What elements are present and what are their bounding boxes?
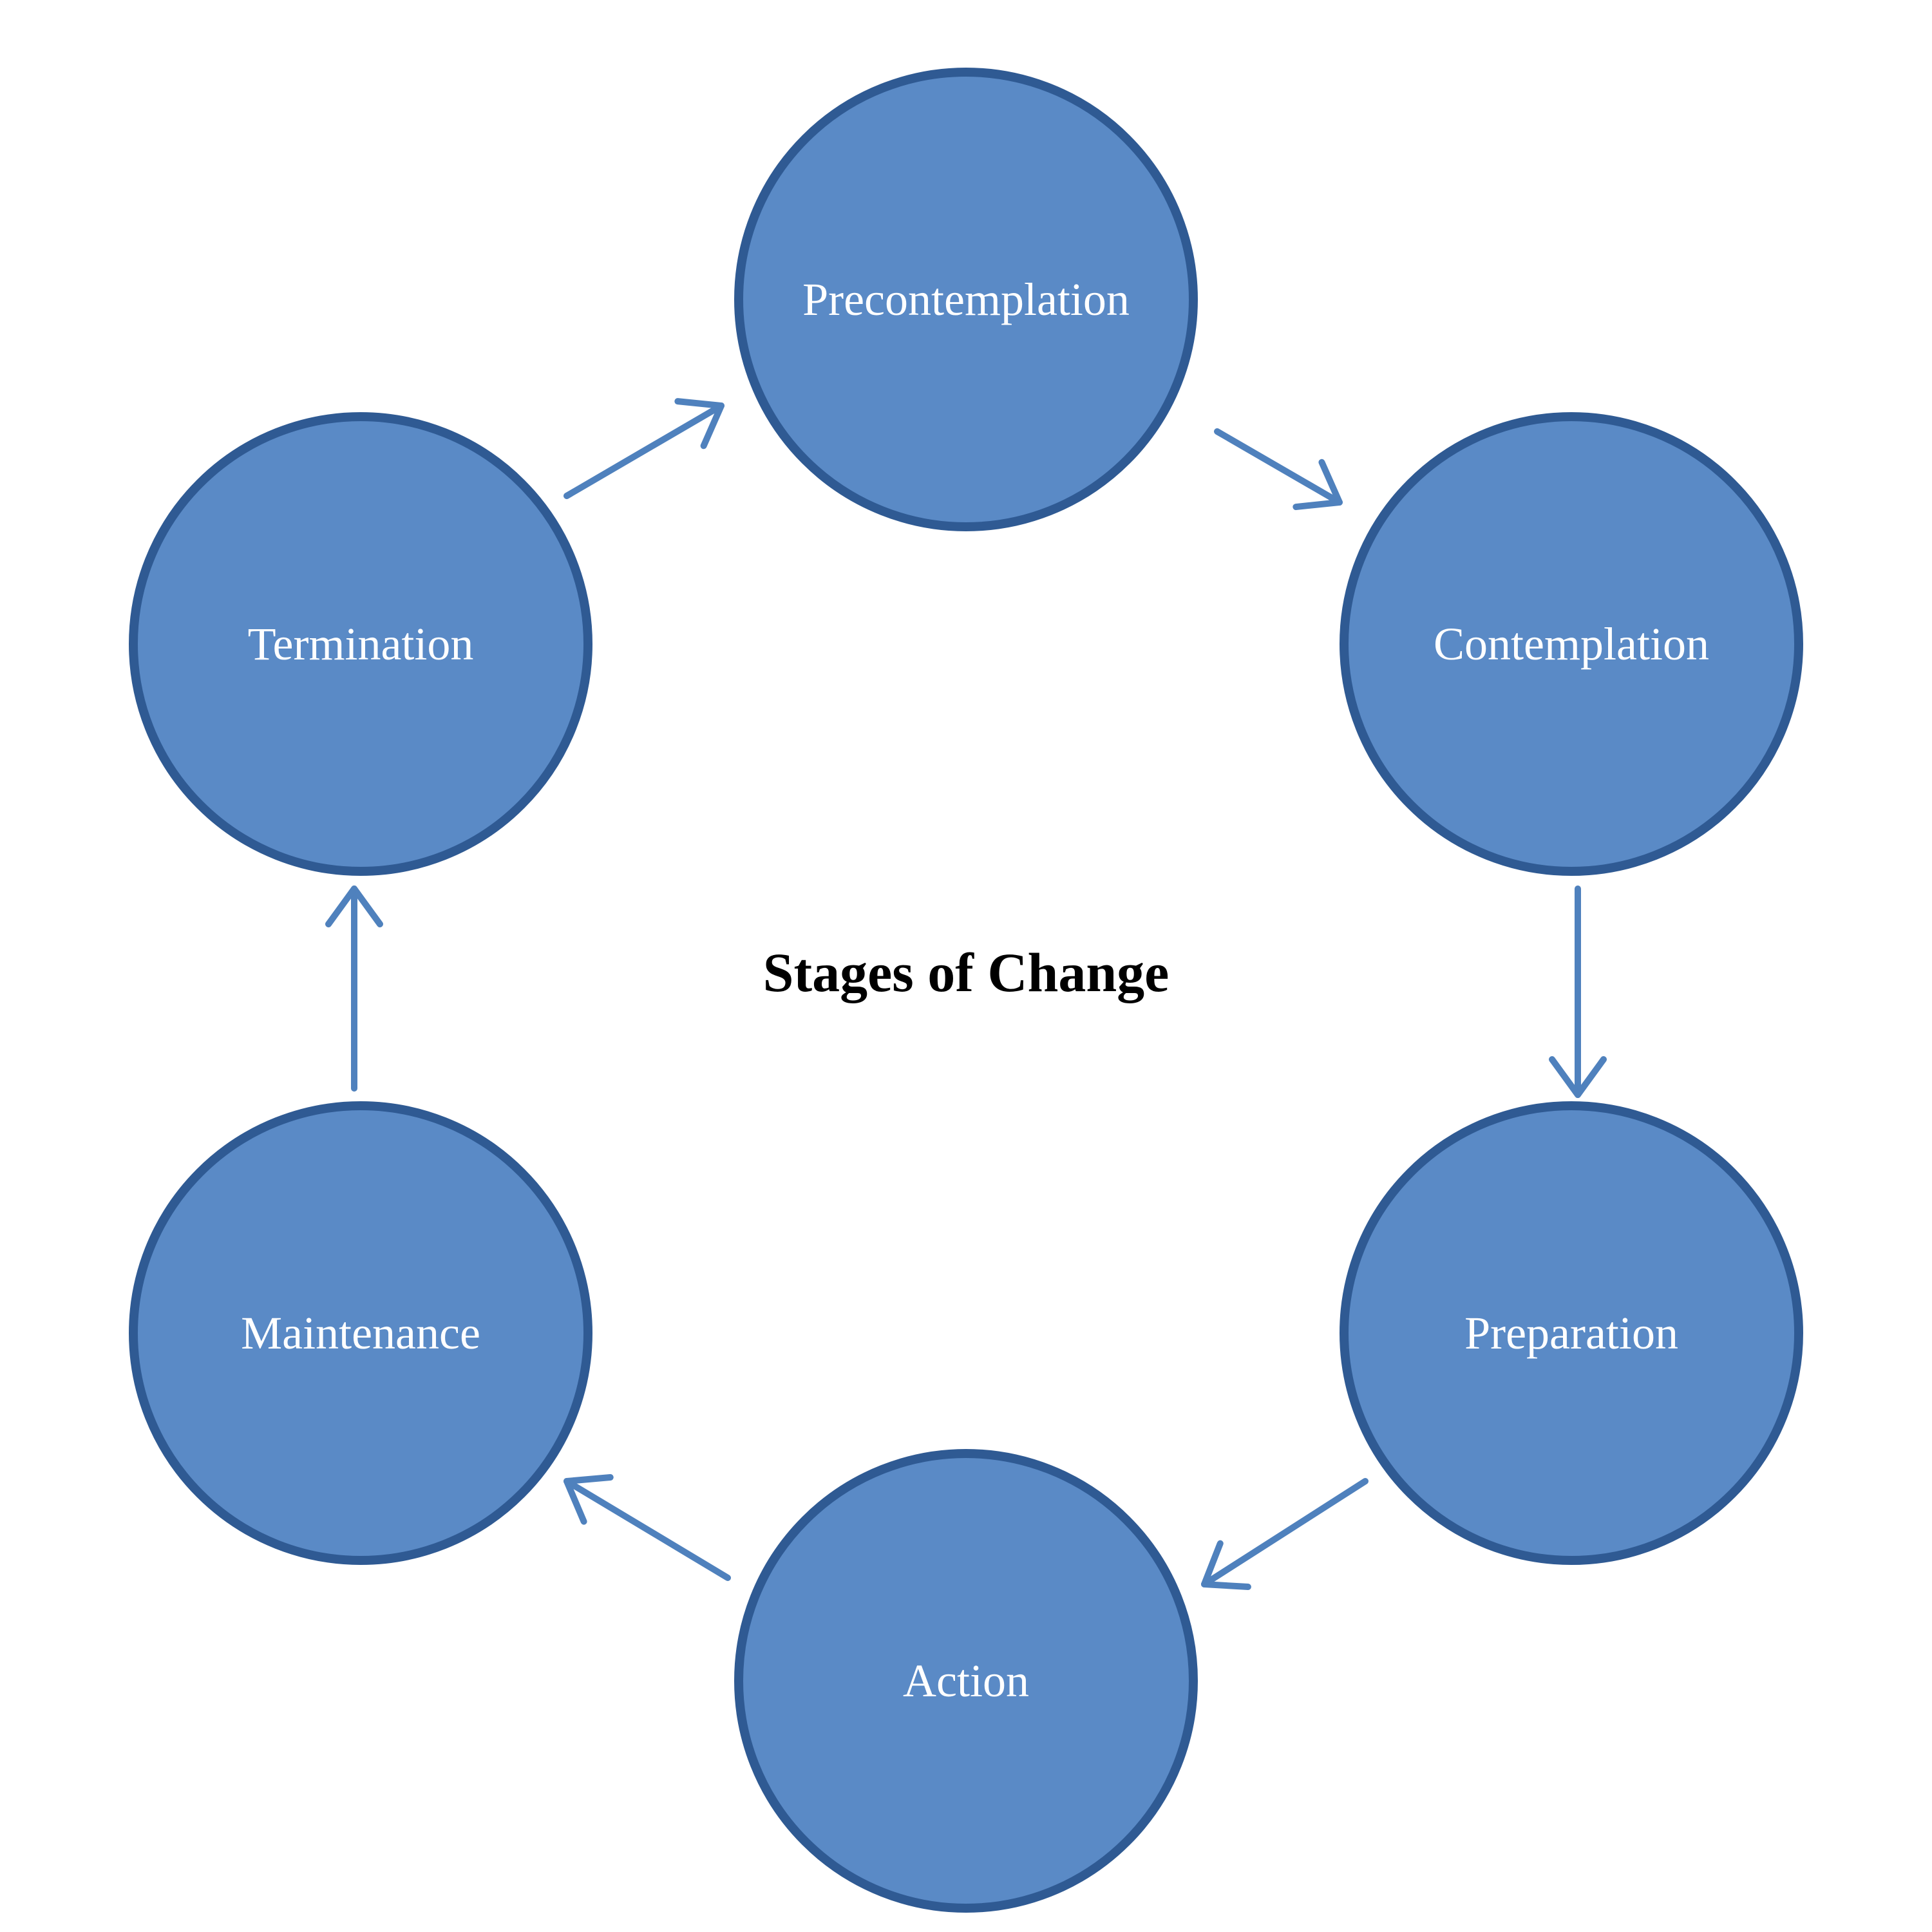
diagram-canvas: Stages of Change Precontemplation Contemp…: [0, 0, 1932, 1932]
arrow-1: [1552, 889, 1604, 1095]
stage-node-maintenance: Maintenance: [129, 1101, 592, 1565]
stage-node-label: Preparation: [1452, 1307, 1691, 1360]
arrow-0: [1217, 431, 1340, 507]
stage-node-action: Action: [734, 1449, 1198, 1913]
arrow-4: [328, 889, 380, 1088]
stage-node-label: Precontemplation: [790, 273, 1142, 327]
stage-node-label: Action: [890, 1654, 1042, 1708]
arrow-2: [1204, 1481, 1365, 1587]
arrow-5: [567, 401, 721, 496]
stage-node-label: Maintenance: [228, 1307, 493, 1360]
stage-node-precontemplation: Precontemplation: [734, 68, 1198, 531]
stage-node-preparation: Preparation: [1340, 1101, 1803, 1565]
center-title: Stages of Change: [763, 940, 1170, 1005]
stage-node-termination: Termination: [129, 412, 592, 876]
stage-node-label: Termination: [235, 618, 487, 671]
arrow-3: [567, 1477, 728, 1578]
stage-node-label: Contemplation: [1421, 618, 1722, 671]
stage-node-contemplation: Contemplation: [1340, 412, 1803, 876]
